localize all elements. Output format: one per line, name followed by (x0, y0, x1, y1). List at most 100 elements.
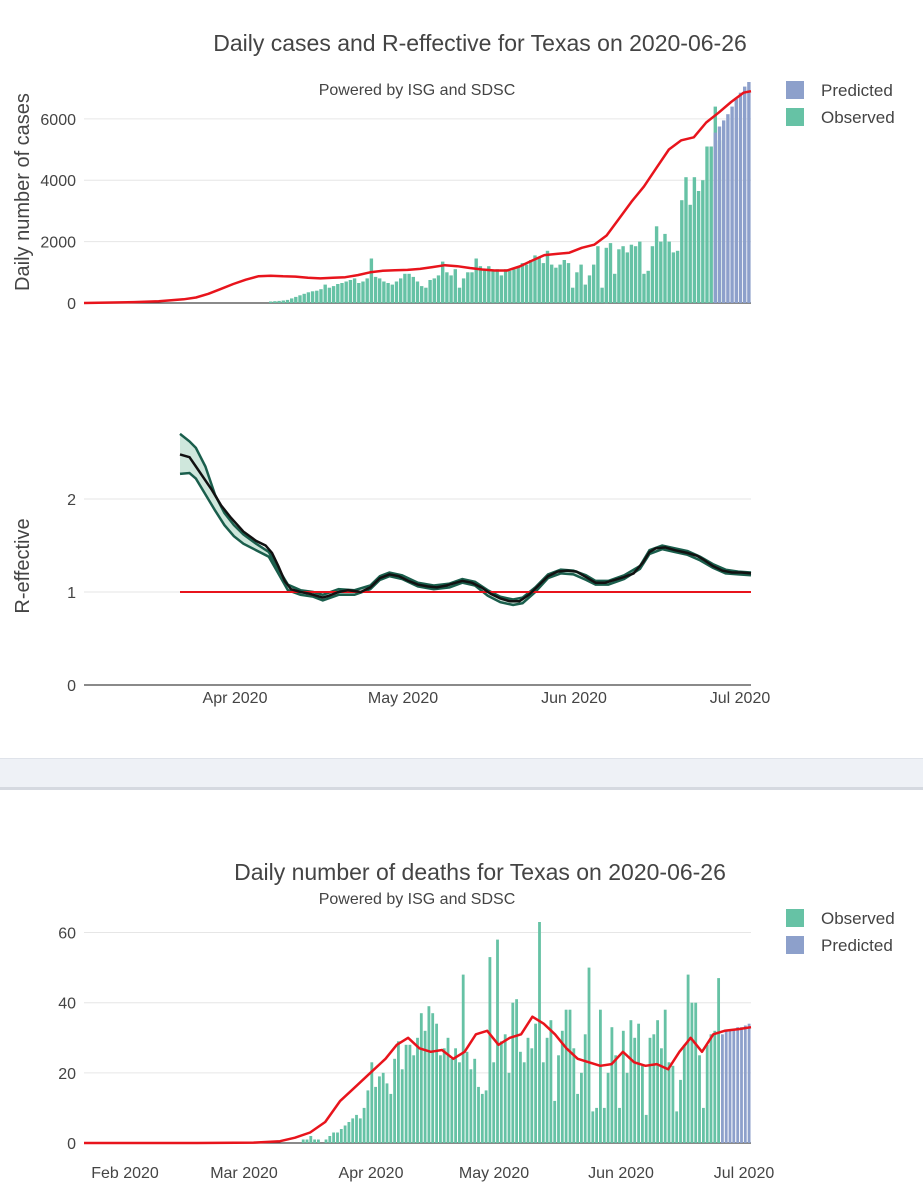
cases-bar-observed (642, 273, 646, 303)
cases-bar-observed (705, 146, 709, 303)
cases-bar-observed (592, 264, 596, 303)
deaths-bar-observed (660, 1048, 663, 1143)
cases-bar-observed (407, 273, 411, 303)
cases-bar-observed (290, 298, 294, 303)
deaths-bar-observed (576, 1093, 580, 1143)
deaths-x-tick-label: Apr 2020 (339, 1165, 404, 1182)
deaths-bar-observed (663, 1009, 667, 1143)
deaths-bar-observed (606, 1072, 610, 1143)
cases-legend: Predicted Observed (786, 81, 895, 127)
deaths-bar-observed (553, 1100, 557, 1143)
deaths-bar-observed (416, 1037, 419, 1143)
legend-swatch-predicted[interactable] (786, 81, 804, 99)
r-effective-mean-line (179, 453, 752, 603)
deaths-bar-observed (477, 1086, 480, 1143)
deaths-bar-observed (469, 1069, 473, 1143)
cases-bar-observed (508, 270, 512, 303)
deaths-y-tick-label: 0 (67, 1136, 76, 1153)
cases-bar-observed (294, 296, 298, 303)
cases-fit-line (83, 89, 752, 305)
cases-bar-observed (428, 280, 432, 303)
deaths-bar-observed (534, 1023, 538, 1143)
r-effective-x-tick-label: Jul 2020 (710, 690, 771, 707)
deaths-bar-observed (484, 1090, 488, 1143)
cases-y-tick-label: 4000 (40, 173, 76, 190)
deaths-bar-observed (564, 1009, 568, 1143)
deaths-bar-observed (442, 1048, 446, 1143)
deaths-bar-observed (507, 1072, 511, 1143)
deaths-bar-observed (656, 1020, 660, 1143)
legend-label-predicted[interactable]: Predicted (821, 936, 893, 955)
deaths-bar-observed (393, 1058, 397, 1143)
r-effective-y-tick-label: 2 (67, 492, 76, 509)
deaths-bar-observed (679, 1079, 682, 1143)
deaths-bar-observed (629, 1020, 633, 1143)
deaths-bar-observed (625, 1072, 629, 1143)
cases-y-tick-label: 0 (67, 296, 76, 313)
cases-bar-observed (441, 261, 445, 303)
deaths-bar-observed (370, 1062, 374, 1143)
r-effective-line (179, 453, 752, 603)
deaths-x-tick-label: Feb 2020 (91, 1165, 159, 1182)
cases-bar-observed (357, 283, 361, 303)
cases-bar-observed (277, 300, 281, 303)
deaths-bar-predicted (736, 1027, 740, 1143)
cases-bar-observed (646, 270, 650, 303)
legend-swatch-observed[interactable] (786, 108, 804, 126)
cases-bar-observed (684, 177, 688, 303)
cases-bar-observed (596, 246, 600, 303)
cases-fit-path (83, 89, 752, 305)
deaths-bar-observed (336, 1132, 339, 1143)
deaths-bar-observed (404, 1044, 408, 1143)
cases-bar-observed (298, 295, 302, 303)
deaths-bar-observed (332, 1132, 336, 1143)
cases-bar-observed (587, 275, 592, 303)
deaths-bar-observed (328, 1136, 332, 1143)
cases-bar-observed (545, 250, 550, 303)
deaths-bar-observed (435, 1023, 439, 1143)
cases-bar-observed (566, 263, 571, 303)
cases-bar-observed (503, 269, 508, 303)
cases-bar-observed (633, 246, 638, 303)
legend-swatch-observed[interactable] (786, 909, 804, 927)
cases-bar-observed (432, 278, 436, 303)
cases-bar-observed (495, 269, 499, 303)
r-effective-upper-bound (179, 432, 752, 601)
cases-bar-observed (319, 289, 323, 303)
deaths-bar-observed (698, 1055, 701, 1143)
deaths-bar-observed (549, 1020, 553, 1143)
r-effective-lower-bound (179, 471, 752, 607)
cases-bar-observed (583, 284, 587, 303)
cases-bar-observed (562, 260, 566, 303)
cases-bar-observed (659, 241, 663, 303)
cases-bar-observed (415, 281, 420, 303)
r-effective-y-axis-label: R-effective (12, 518, 34, 613)
deaths-bar-observed (530, 1048, 534, 1143)
legend-label-predicted[interactable]: Predicted (821, 81, 893, 100)
deaths-bar-observed (511, 1002, 515, 1143)
deaths-legend: Observed Predicted (786, 909, 895, 955)
cases-bar-observed (650, 246, 655, 303)
cases-bar-predicted (713, 132, 717, 303)
deaths-bar-observed (709, 1034, 713, 1143)
cases-bar-observed (306, 292, 311, 303)
legend-label-observed[interactable]: Observed (821, 909, 895, 928)
cases-bar-observed (512, 269, 516, 303)
cases-bar-predicted (734, 98, 738, 304)
deaths-bar-observed (397, 1041, 400, 1143)
deaths-bar-predicted (732, 1029, 736, 1143)
cases-bar-observed (688, 204, 692, 303)
cases-bar-observed (386, 283, 390, 303)
deaths-bar-observed (545, 1037, 549, 1143)
cases-bar-observed (420, 286, 424, 303)
cases-y-ticks: 0 2000 4000 6000 (40, 112, 76, 313)
deaths-bar-predicted (747, 1023, 751, 1143)
cases-bar-observed (457, 287, 462, 303)
deaths-bar-observed (599, 1009, 602, 1143)
cases-bar-observed (692, 177, 697, 303)
cases-bar-observed (696, 191, 701, 303)
legend-swatch-predicted[interactable] (786, 936, 804, 954)
legend-label-observed[interactable]: Observed (821, 108, 895, 127)
cases-bar-observed (285, 299, 290, 303)
deaths-bar-observed (610, 1027, 614, 1143)
